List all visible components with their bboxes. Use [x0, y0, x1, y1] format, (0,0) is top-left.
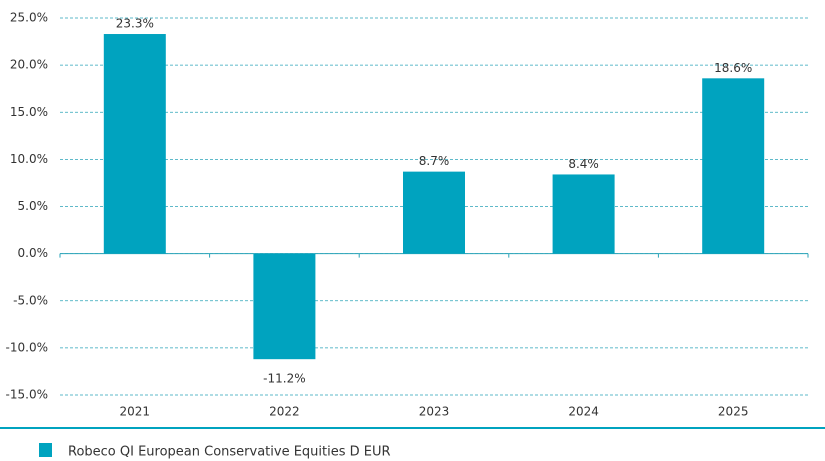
bar	[552, 174, 615, 254]
bar	[702, 78, 765, 254]
bar	[403, 171, 465, 254]
x-tick-label: 2021	[120, 405, 151, 419]
y-tick-label: 5.0%	[18, 199, 49, 213]
bar	[103, 34, 166, 254]
x-tick-label: 2024	[568, 405, 599, 419]
x-tick-label: 2022	[269, 405, 300, 419]
y-tick-label: -10.0%	[6, 340, 48, 354]
y-tick-label: -5.0%	[13, 293, 48, 307]
legend-swatch	[39, 443, 52, 457]
y-tick-label: 25.0%	[10, 11, 48, 25]
data-label: 18.6%	[714, 61, 752, 75]
y-tick-label: 15.0%	[10, 105, 48, 119]
y-tick-label: 20.0%	[10, 58, 48, 72]
data-label: 8.4%	[568, 157, 599, 171]
data-label: 23.3%	[116, 17, 154, 31]
data-label: -11.2%	[263, 372, 305, 386]
x-tick-label: 2023	[419, 405, 450, 419]
y-tick-label: 0.0%	[18, 246, 49, 260]
x-tick-label: 2025	[718, 405, 749, 419]
bar	[253, 253, 316, 360]
legend-label: Robeco QI European Conservative Equities…	[68, 445, 391, 460]
y-tick-label: 10.0%	[10, 152, 48, 166]
y-tick-label: -15.0%	[6, 388, 48, 402]
data-label: 8.7%	[419, 154, 450, 168]
